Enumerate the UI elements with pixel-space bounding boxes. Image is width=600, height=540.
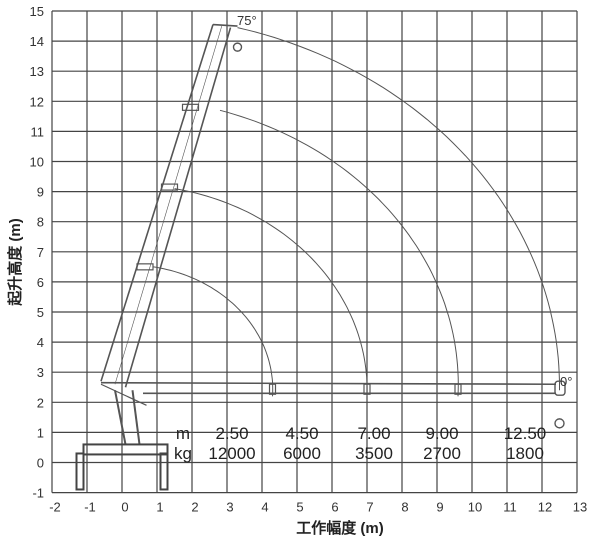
boom-section-joint xyxy=(160,183,179,191)
y-tick-label: 11 xyxy=(31,124,45,139)
boom-section-joint xyxy=(454,383,462,395)
reach-arc xyxy=(219,109,459,397)
grid xyxy=(51,10,578,494)
x-tick-label: 0 xyxy=(121,500,128,515)
y-tick-label: 3 xyxy=(37,365,44,380)
y-tick-label: 13 xyxy=(30,64,44,79)
radius-value: 4.50 xyxy=(285,424,318,443)
column-edge xyxy=(114,390,127,445)
reach-arc xyxy=(237,27,560,391)
y-tick-label: -1 xyxy=(32,486,44,501)
angle-label-max: 75° xyxy=(237,13,257,28)
y-tick-label: 2 xyxy=(37,395,44,410)
boom-tip xyxy=(212,23,238,27)
load-unit: kg xyxy=(174,444,192,463)
load-value: 12000 xyxy=(208,444,255,463)
x-tick-label: 3 xyxy=(226,500,233,515)
hook-icon xyxy=(232,42,243,52)
y-tick-label: 12 xyxy=(30,94,44,109)
x-tick-labels: -2 -1 0 1 2 3 4 5 6 7 8 9 10 11 12 13 xyxy=(49,500,587,515)
x-tick-label: 8 xyxy=(401,500,408,515)
load-value: 3500 xyxy=(355,444,393,463)
crane-drawing xyxy=(75,23,566,491)
column-edge xyxy=(131,390,141,445)
radius-unit: m xyxy=(176,424,190,443)
x-tick-label: 13 xyxy=(573,500,587,515)
raised-boom-edge xyxy=(100,24,214,382)
y-tick-label: 1 xyxy=(37,425,44,440)
y-axis-label: 起升高度 (m) xyxy=(6,218,24,307)
x-tick-label: 9 xyxy=(436,500,443,515)
radius-value: 2.50 xyxy=(215,424,248,443)
y-tick-label: 0 xyxy=(37,456,44,471)
y-tick-label: 4 xyxy=(37,335,44,350)
x-tick-label: 1 xyxy=(156,500,163,515)
y-tick-label: 9 xyxy=(37,185,44,200)
radius-value: 7.00 xyxy=(357,424,390,443)
reach-arc xyxy=(153,266,274,397)
y-tick-label: 15 xyxy=(30,4,44,19)
x-axis-label: 工作幅度 (m) xyxy=(296,519,384,537)
x-tick-label: -1 xyxy=(84,500,96,515)
raised-boom-edge xyxy=(124,27,232,388)
y-tick-label: 7 xyxy=(37,245,44,260)
x-tick-label: 11 xyxy=(503,500,517,515)
outrigger-right xyxy=(159,452,169,491)
boom-section-joint xyxy=(268,383,277,395)
angle-label-min: 0° xyxy=(560,374,572,389)
radius-value: 12.50 xyxy=(504,424,547,443)
boom-section-joint xyxy=(363,383,371,395)
y-tick-label: 8 xyxy=(37,215,44,230)
hook-icon xyxy=(554,418,565,429)
y-tick-label: 6 xyxy=(37,275,44,290)
horizontal-boom-edge xyxy=(100,381,557,386)
x-tick-label: 5 xyxy=(296,500,303,515)
x-tick-label: -2 xyxy=(49,500,61,515)
reach-arc xyxy=(174,188,368,397)
x-tick-label: 7 xyxy=(366,500,373,515)
load-value: 1800 xyxy=(506,444,544,463)
y-tick-label: 10 xyxy=(30,155,44,170)
raised-boom-center xyxy=(114,25,223,385)
y-tick-label: 5 xyxy=(37,305,44,320)
boom-section-joint xyxy=(136,263,154,271)
working-range-arcs xyxy=(153,27,560,397)
boom-tip xyxy=(554,380,566,396)
x-tick-label: 12 xyxy=(538,500,552,515)
x-tick-label: 6 xyxy=(331,500,338,515)
luffing-cylinder xyxy=(100,383,147,406)
x-tick-label: 10 xyxy=(468,500,482,515)
outrigger-left xyxy=(75,452,85,491)
radius-value: 9.00 xyxy=(425,424,458,443)
x-tick-label: 4 xyxy=(261,500,268,515)
x-tick-label: 2 xyxy=(191,500,198,515)
load-value: 6000 xyxy=(283,444,321,463)
boom-section-joint xyxy=(181,103,200,111)
crane-base xyxy=(82,443,169,456)
load-value: 2700 xyxy=(423,444,461,463)
load-table: m kg 2.50 4.50 7.00 9.00 12.50 12000 600… xyxy=(174,424,546,463)
y-tick-label: 14 xyxy=(30,34,44,49)
